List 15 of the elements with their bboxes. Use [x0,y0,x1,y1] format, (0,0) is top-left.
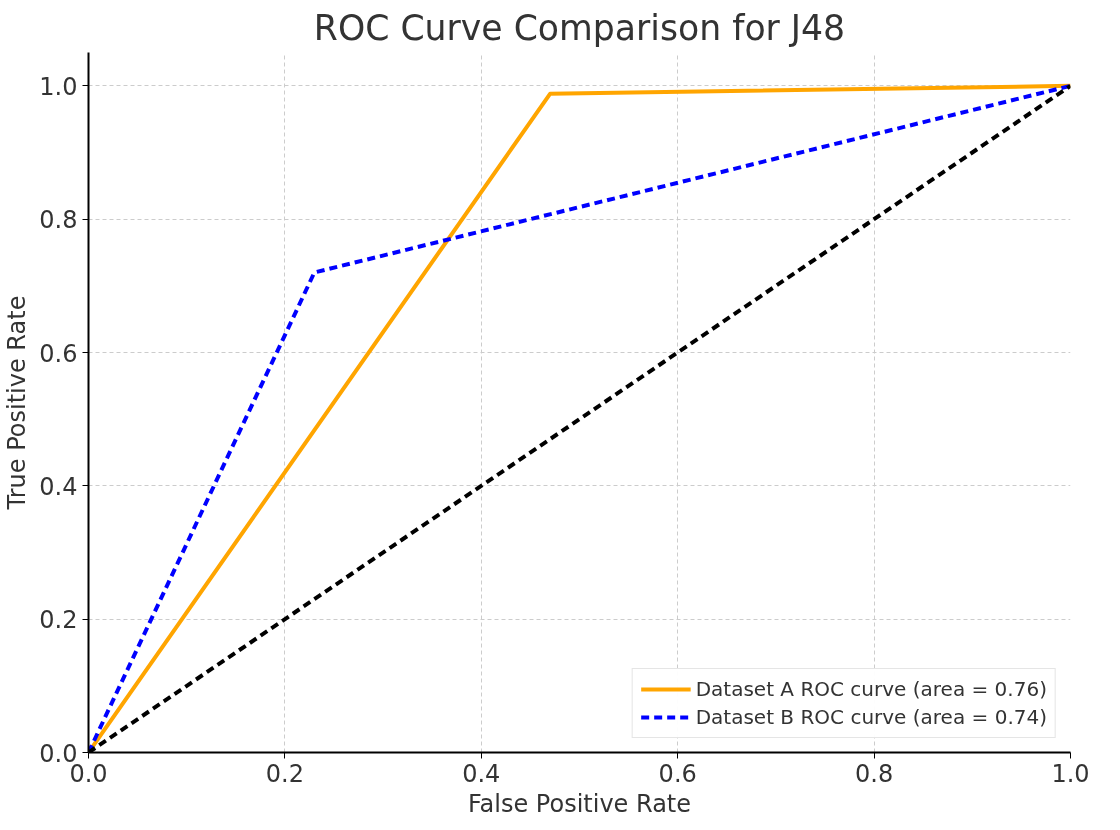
legend-label: Dataset A ROC curve (area = 0.76) [695,677,1047,701]
y-tick-label: 0.4 [39,472,78,501]
y-tick-label: 1.0 [39,72,78,101]
x-tick-label: 1.0 [1051,759,1090,788]
y-tick-label: 0.8 [39,206,78,235]
chart-title: ROC Curve Comparison for J48 [313,7,846,48]
x-tick-label: 0.2 [265,759,304,788]
y-axis-title: True Positive Rate [3,295,32,511]
x-axis-title: False Positive Rate [467,789,692,818]
x-tick-label: 0.6 [658,759,697,788]
x-tick-label: 0.8 [855,759,894,788]
x-tick-label: 0.4 [462,759,501,788]
y-tick-label: 0.2 [39,606,78,635]
legend-label: Dataset B ROC curve (area = 0.74) [695,705,1047,729]
y-tick-label: 0.6 [39,339,78,368]
